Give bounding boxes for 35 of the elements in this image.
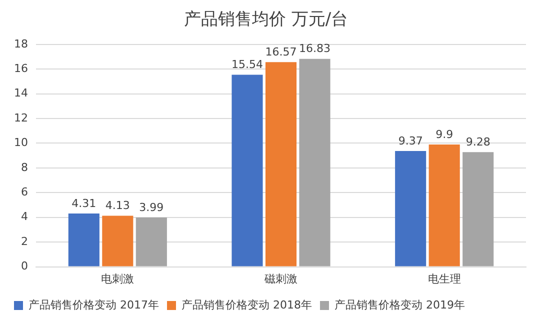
bar: [232, 74, 263, 266]
y-tick-label: 16: [14, 62, 28, 75]
legend-label: 产品销售价格变动 2019年: [334, 298, 465, 312]
y-tick-label: 18: [14, 37, 28, 50]
data-label: 9.28: [466, 136, 490, 148]
legend-label: 产品销售价格变动 2018年: [181, 298, 312, 312]
bar: [136, 218, 167, 266]
data-label: 4.31: [72, 196, 96, 210]
y-tick-label: 4: [20, 210, 28, 224]
data-label: 16.83: [299, 42, 331, 56]
y-tick-label: 8: [20, 160, 28, 174]
data-label: 3.99: [139, 200, 164, 214]
data-label: 4.13: [105, 199, 130, 212]
data-label: 9.9: [436, 128, 454, 141]
bar: [428, 144, 460, 266]
data-label: 9.37: [398, 134, 423, 148]
bar: [265, 62, 297, 266]
y-tick-label: 2: [20, 234, 28, 248]
chart-title: 产品销售均价 万元/台: [184, 10, 348, 30]
y-tick-label: 10: [14, 136, 28, 150]
legend-label: 产品销售价格变动 2017年: [28, 298, 159, 312]
x-tick-label: 电生理: [428, 272, 461, 286]
bar: [395, 151, 426, 266]
x-tick-label: 电刺激: [101, 272, 134, 286]
y-tick-label: 0: [20, 260, 28, 273]
y-tick-label: 14: [14, 86, 28, 100]
y-tick-label: 12: [14, 111, 28, 124]
x-tick-label: 磁刺激: [264, 272, 298, 286]
bar: [462, 152, 494, 266]
y-tick-label: 6: [20, 186, 28, 199]
bar: [68, 214, 100, 266]
bar: [102, 216, 134, 266]
bar: [299, 58, 330, 266]
data-label: 15.54: [231, 58, 263, 72]
data-label: 16.57: [265, 45, 297, 58]
